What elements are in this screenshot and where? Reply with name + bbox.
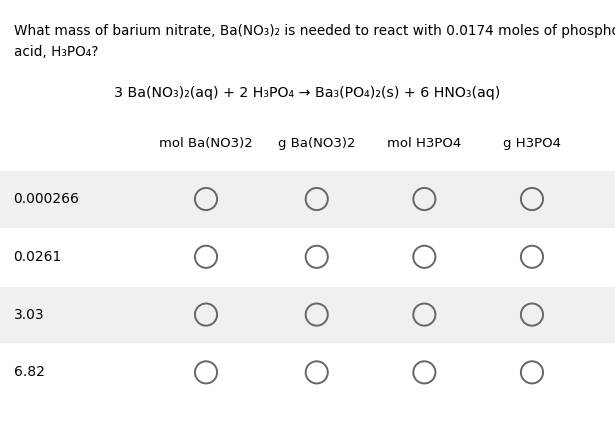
Text: mol Ba(NO3)2: mol Ba(NO3)2 [159, 137, 253, 150]
Bar [0, 345, 615, 400]
Text: 3 Ba(NO₃)₂(aq) + 2 H₃PO₄ → Ba₃(PO₄)₂(s) + 6 HNO₃(aq): 3 Ba(NO₃)₂(aq) + 2 H₃PO₄ → Ba₃(PO₄)₂(s) … [114, 86, 501, 100]
Bar [0, 171, 615, 227]
Bar [0, 229, 615, 285]
Text: 3.03: 3.03 [14, 308, 44, 321]
Text: g Ba(NO3)2: g Ba(NO3)2 [278, 137, 355, 150]
Text: 0.0261: 0.0261 [14, 250, 62, 264]
Text: mol H3PO4: mol H3PO4 [387, 137, 461, 150]
Text: What mass of barium nitrate, Ba(NO₃)₂ is needed to react with 0.0174 moles of ph: What mass of barium nitrate, Ba(NO₃)₂ is… [14, 24, 615, 38]
Text: 0.000266: 0.000266 [14, 192, 79, 206]
Bar [0, 287, 615, 342]
Text: g H3PO4: g H3PO4 [503, 137, 561, 150]
Text: 6.82: 6.82 [14, 366, 44, 379]
Text: acid, H₃PO₄?: acid, H₃PO₄? [14, 45, 98, 59]
